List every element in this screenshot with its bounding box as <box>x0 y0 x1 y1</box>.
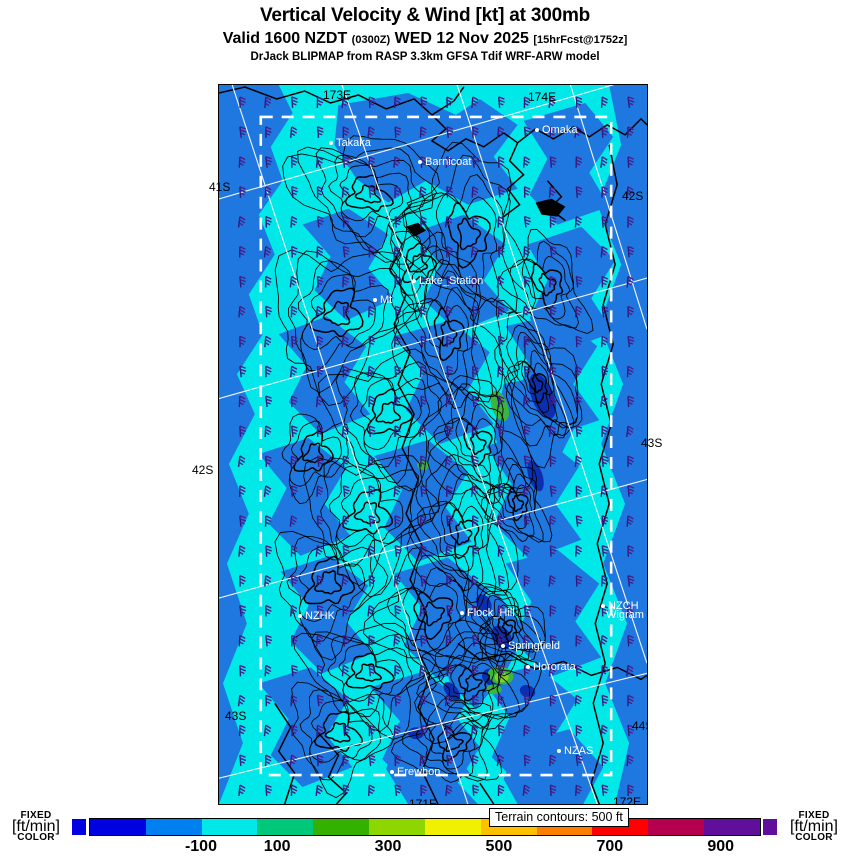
colorbar-segment-1 <box>145 819 202 835</box>
forecast-hour-tag: [15hrFcst@1752z] <box>533 34 628 46</box>
colorbar-segment-6 <box>424 819 481 835</box>
valid-date-text: WED 12 Nov 2025 <box>394 30 529 47</box>
page-title: Vertical Velocity & Wind [kt] at 300mb <box>259 5 591 26</box>
colorbar-region: FIXED [ft/min] COLOR -100 100 300 500 700 900… <box>0 811 850 860</box>
fixed-label-left: FIXED <box>20 810 52 821</box>
colorbar-tick: 100 <box>263 838 291 855</box>
colorbar-tick: -100 <box>184 838 217 855</box>
header-block: Vertical Velocity & Wind [kt] at 300mb V… <box>0 0 850 63</box>
colorbar-segment-4 <box>313 819 370 835</box>
colorbar-segment-10 <box>648 819 705 835</box>
valid-time-text: Valid 1600 NZDT <box>222 30 348 47</box>
color-label-right: COLOR <box>795 832 833 843</box>
weather-map[interactable]: Takaka Omaka Barnicoat Lake_Station Mt NZHK Fl… <box>218 84 648 805</box>
colorbar-segment-2 <box>201 819 258 835</box>
colorbar-units-left: FIXED [ft/min] COLOR <box>0 811 72 843</box>
colorbar-tick-labels: -100 100 300 500 700 900 <box>89 838 761 860</box>
colorbar-tick: 500 <box>485 838 513 855</box>
colorbar-segment-11 <box>704 819 760 835</box>
colorbar-underflow-swatch <box>72 819 86 835</box>
colorbar-overflow-swatch <box>763 819 777 835</box>
colorbar-segment-5 <box>369 819 425 835</box>
units-label-right: [ft/min] <box>789 818 838 835</box>
valid-time-line: Valid 1600 NZDT (0300Z) WED 12 Nov 2025 … <box>0 30 850 48</box>
colorbar-tick: 300 <box>374 838 402 855</box>
colorbar-segment-3 <box>257 819 314 835</box>
terrain-contours-note: Terrain contours: 500 ft <box>489 808 629 827</box>
map-render-canvas <box>219 85 647 804</box>
colorbar-segment-0 <box>90 819 146 835</box>
valid-time-zulu: (0300Z) <box>351 34 391 46</box>
units-label-left: [ft/min] <box>11 818 60 835</box>
graticule-label: 42S <box>192 463 214 477</box>
color-label-left: COLOR <box>17 832 55 843</box>
colorbar-tick: 900 <box>707 838 735 855</box>
colorbar-gradient[interactable] <box>89 818 761 836</box>
colorbar-units-right: FIXED [ft/min] COLOR <box>778 811 850 843</box>
colorbar-tick: 700 <box>596 838 624 855</box>
model-source-line: DrJack BLIPMAP from RASP 3.3km GFSA Tdif… <box>250 51 600 63</box>
fixed-label-right: FIXED <box>798 810 830 821</box>
